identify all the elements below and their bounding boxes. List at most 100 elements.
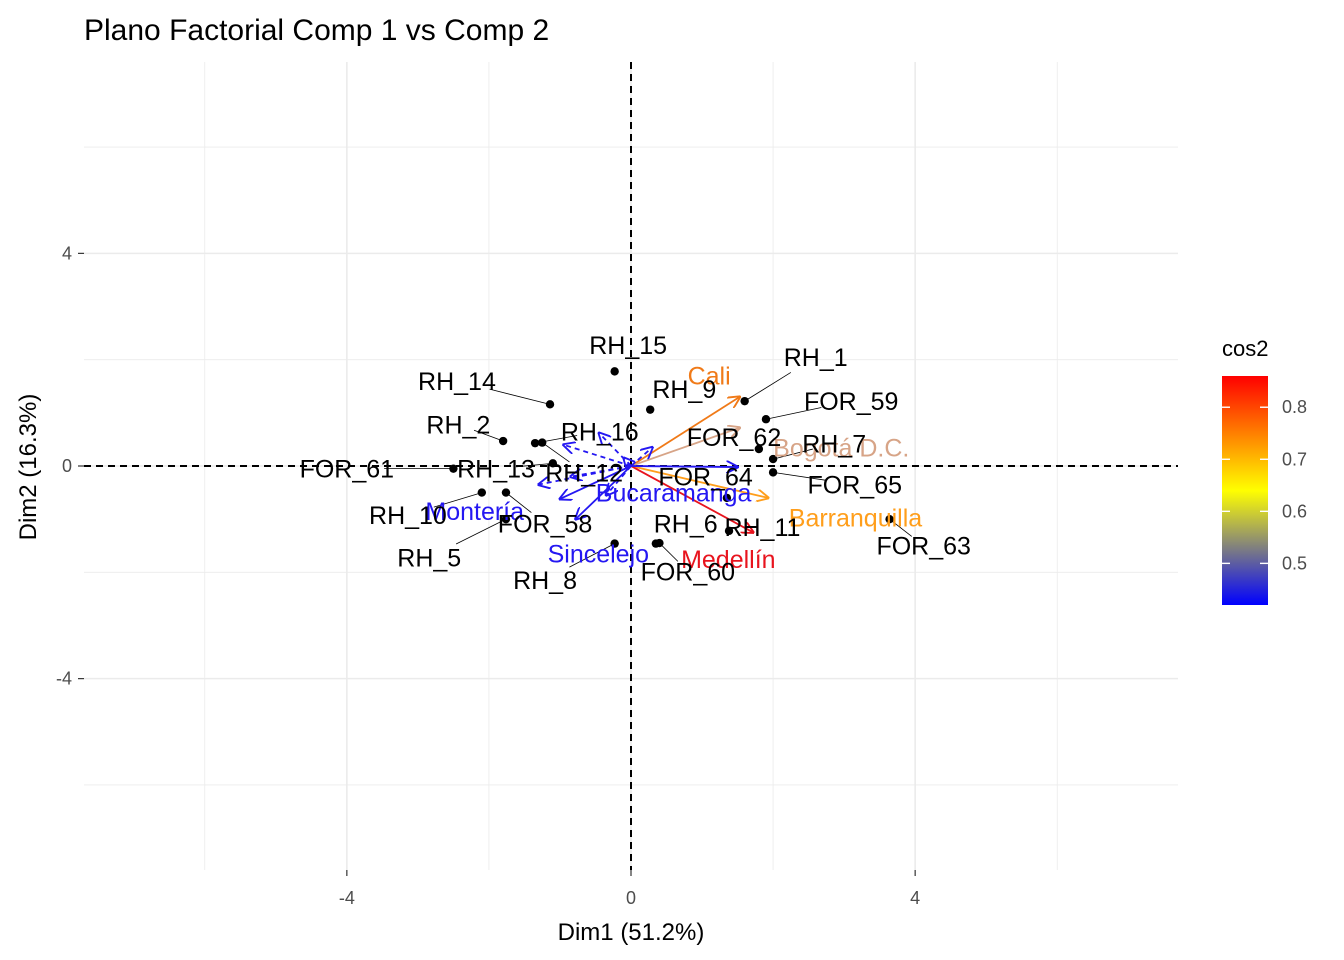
variable-label: Montería — [425, 498, 524, 526]
variable-arrow — [630, 447, 652, 467]
variable-label: Cali — [688, 363, 731, 391]
variable-arrow — [624, 458, 631, 466]
individual-point — [548, 459, 558, 468]
variable-arrow — [606, 465, 632, 495]
individual-point — [477, 488, 487, 497]
individual-point — [761, 415, 771, 424]
individual-label: RH_14 — [418, 368, 496, 396]
individual-points — [384, 367, 912, 568]
variable-arrow — [564, 445, 632, 467]
individual-point — [655, 538, 664, 548]
individual-label: RH_5 — [397, 544, 461, 572]
individual-label: FOR_63 — [876, 533, 970, 561]
individual-label: RH_7 — [802, 431, 866, 459]
leader-line — [744, 372, 792, 402]
legend-colorbar — [1222, 376, 1268, 605]
variable-arrow — [576, 465, 632, 519]
individual-point — [610, 367, 619, 376]
leader-line — [473, 429, 504, 442]
individual-point — [610, 539, 619, 548]
individual-point — [768, 468, 778, 477]
variable-arrow — [630, 465, 753, 532]
individual-point — [768, 454, 778, 464]
individual-label: FOR_64 — [658, 464, 753, 492]
leader-line — [773, 471, 827, 481]
individual-label: FOR_65 — [808, 472, 902, 500]
leader-line — [659, 542, 679, 562]
axes-layer: -4 0 4 -4 0 4 — [56, 243, 920, 908]
leader-line — [455, 518, 507, 545]
individual-label: FOR_60 — [641, 558, 735, 586]
individual-label: FOR_61 — [300, 456, 394, 484]
x-tick-label: -4 — [339, 888, 355, 908]
individual-label: FOR_58 — [498, 510, 592, 538]
individual-point — [740, 396, 749, 406]
variable-label: Bucaramanga — [596, 480, 752, 508]
individual-point — [449, 464, 458, 473]
individual-label: RH_10 — [369, 502, 447, 530]
variable-arrow — [539, 465, 632, 485]
leader-line — [541, 442, 570, 463]
individual-label: FOR_59 — [804, 388, 898, 416]
variable-arrow — [571, 465, 632, 477]
individual-label: RH_15 — [589, 332, 667, 360]
leader-line — [433, 492, 482, 508]
variable-label: Sincelejo — [548, 541, 649, 569]
variable-label: Bogotá D.C. — [773, 434, 909, 462]
y-tick-label: -4 — [56, 669, 72, 689]
variable-label: Barranquilla — [789, 505, 923, 533]
variable-arrow — [560, 465, 632, 499]
individual-point — [545, 400, 555, 409]
leader-line — [569, 543, 615, 568]
x-axis-title: Dim1 (51.2%) — [558, 919, 705, 946]
individual-point — [722, 493, 732, 503]
legend-tick-label: 0.8 — [1282, 397, 1307, 417]
variable-arrow — [630, 465, 768, 498]
variable-label: Medellín — [681, 546, 776, 574]
individual-label: RH_9 — [652, 376, 716, 404]
individual-point — [538, 438, 547, 447]
x-tick-label: 4 — [910, 888, 920, 908]
individual-label: RH_1 — [784, 344, 848, 372]
legend-title: cos2 — [1222, 336, 1268, 361]
individual-label: RH_2 — [426, 412, 490, 440]
individual-point — [501, 488, 511, 497]
individual-point — [754, 444, 764, 454]
legend-ticks: 0.5 0.6 0.7 0.8 — [1222, 397, 1307, 573]
variable-arrows — [539, 397, 768, 533]
y-tick-label: 4 — [62, 243, 72, 263]
individual-point — [530, 438, 540, 448]
legend: cos2 0.5 0.6 0.7 0.8 — [1222, 336, 1307, 605]
individual-label: RH_13 — [457, 456, 535, 484]
y-axis-title: Dim2 (16.3%) — [15, 394, 42, 541]
leader-line — [772, 448, 813, 460]
individual-label: FOR_62 — [687, 424, 781, 452]
individual-point — [885, 514, 894, 524]
individual-label: RH_11 — [724, 514, 800, 542]
individual-point — [501, 514, 511, 524]
variable-arrow — [599, 433, 632, 467]
labels-layer: Cali Bogotá D.C. Barranquilla Medellín Bucar… — [300, 332, 971, 595]
legend-tick-label: 0.5 — [1282, 553, 1307, 573]
leader-line — [489, 388, 551, 405]
leader-line — [889, 518, 912, 537]
leader-line — [505, 492, 532, 513]
individual-label: RH_8 — [513, 567, 577, 595]
y-tick-label: 0 — [62, 456, 72, 476]
variable-arrow — [630, 428, 740, 467]
individual-label: RH_6 — [654, 510, 718, 538]
leader-line — [765, 407, 822, 420]
legend-tick-label: 0.7 — [1282, 449, 1307, 469]
individual-label: RH_16 — [561, 418, 639, 446]
individual-point — [645, 405, 655, 414]
legend-tick-label: 0.6 — [1282, 501, 1307, 521]
x-tick-label: 0 — [626, 888, 636, 908]
individual-point — [498, 436, 508, 446]
variable-arrow — [630, 466, 738, 467]
individual-point — [724, 526, 734, 536]
individual-label: RH_12 — [545, 459, 623, 487]
leader-line — [515, 462, 553, 468]
chart-title: Plano Factorial Comp 1 vs Comp 2 — [84, 14, 549, 47]
